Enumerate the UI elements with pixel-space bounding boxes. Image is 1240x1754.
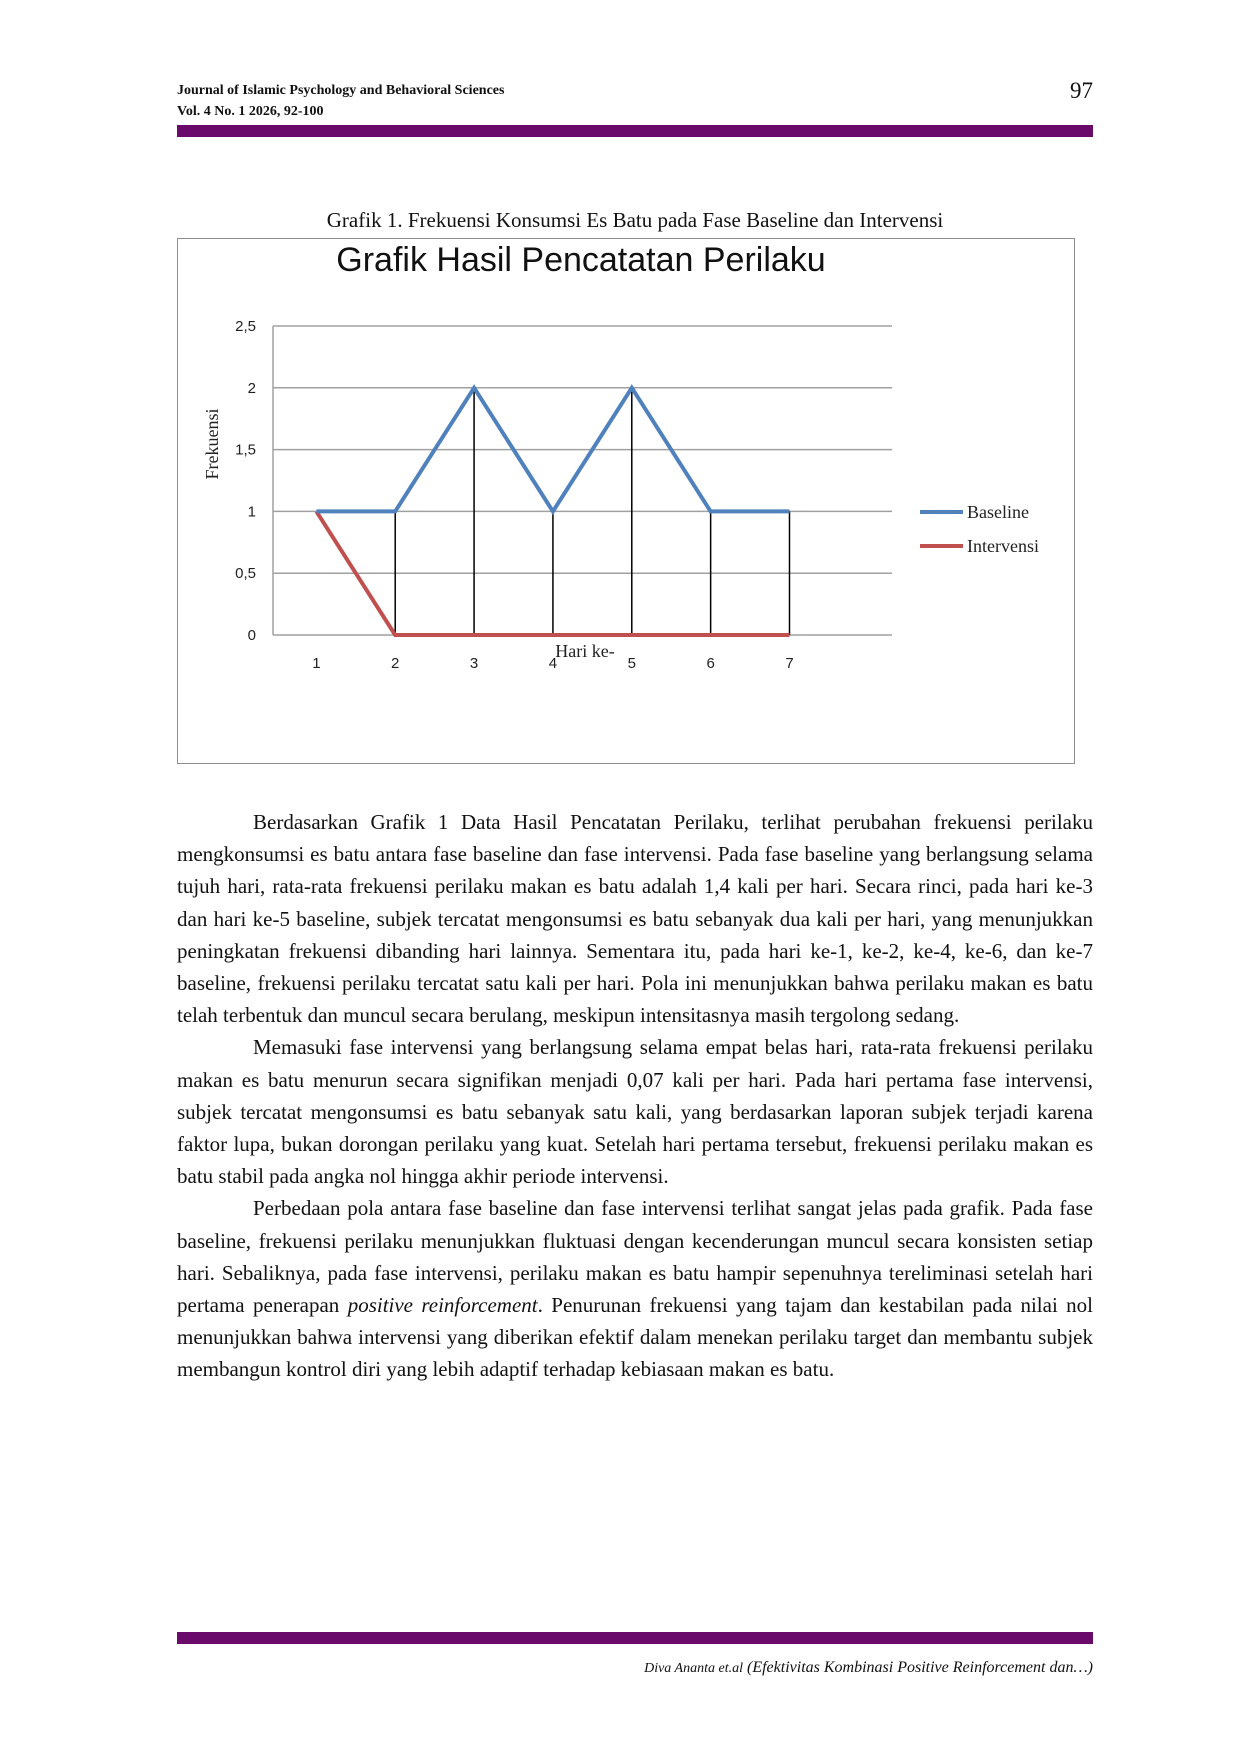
page-number: 97 [1070, 78, 1093, 103]
paragraph-3-text-end: . Penurunan frekuensi yang tajam dan kes… [177, 1293, 1094, 1382]
footer-authors: Diva Ananta et.al [644, 1661, 743, 1676]
page-footer: Diva Ananta et.al (Efektivitas Kombinasi… [644, 1658, 1093, 1679]
x-tick-label: 3 [470, 655, 478, 672]
series-line-baseline [316, 384, 790, 516]
x-tick-label: 6 [706, 655, 714, 672]
figure-caption: Grafik 1. Frekuensi Konsumsi Es Batu pad… [326, 208, 944, 232]
header-divider [177, 125, 1093, 137]
x-tick-label: 1 [312, 655, 320, 672]
legend-label-baseline: Baseline [967, 502, 1029, 522]
chart-frame: Grafik Hasil Pencatatan Perilaku Frekuen… [177, 238, 1075, 764]
x-tick-label: 4 [549, 655, 557, 672]
tick-labels: 0 0,5 1 1,5 2 2,5 1 2 3 4 5 6 7 [235, 318, 794, 672]
series-line-intervensi [314, 510, 790, 637]
body-text: Berdasarkan Grafik 1 Data Hasil Pencatat… [177, 806, 1093, 1386]
x-axis-label: Hari ke- [555, 641, 614, 661]
paragraph-3-text: Perbedaan pola antara fase baseline dan … [177, 1196, 1093, 1318]
y-tick-label: 0,5 [235, 565, 256, 582]
y-axis-label: Frekuensi [202, 409, 222, 480]
x-tick-label: 2 [391, 655, 399, 672]
y-tick-label: 2,5 [235, 318, 256, 335]
drop-lines [394, 387, 791, 635]
footer-divider [177, 1632, 1093, 1644]
legend: Baseline Intervensi [920, 502, 1039, 556]
line-chart: Grafik Hasil Pencatatan Perilaku Frekuen… [202, 241, 1039, 672]
paragraph-1: Berdasarkan Grafik 1 Data Hasil Pencatat… [177, 810, 1093, 1028]
y-tick-label: 2 [248, 380, 256, 397]
y-tick-label: 1,5 [235, 442, 256, 459]
page-header: Journal of Islamic Psychology and Behavi… [177, 78, 1093, 134]
x-tick-label: 5 [628, 655, 636, 672]
y-tick-label: 1 [248, 503, 256, 520]
chart-title: Grafik Hasil Pencatatan Perilaku [336, 241, 825, 279]
paragraph-3: Perbedaan pola antara fase baseline dan … [177, 1192, 1093, 1385]
x-tick-label: 7 [785, 655, 793, 672]
paragraph-2: Memasuki fase intervensi yang berlangsun… [177, 1035, 1093, 1189]
footer-title: (Efektivitas Kombinasi Positive Reinforc… [747, 1659, 1093, 1676]
series-lines [314, 384, 790, 637]
paragraph-3-italic: positive reinforcement [347, 1293, 538, 1318]
legend-label-intervensi: Intervensi [967, 536, 1039, 556]
y-tick-label: 0 [248, 627, 256, 644]
journal-volume: Vol. 4 No. 1 2026, 92-100 [177, 104, 324, 119]
journal-name: Journal of Islamic Psychology and Behavi… [177, 83, 505, 98]
